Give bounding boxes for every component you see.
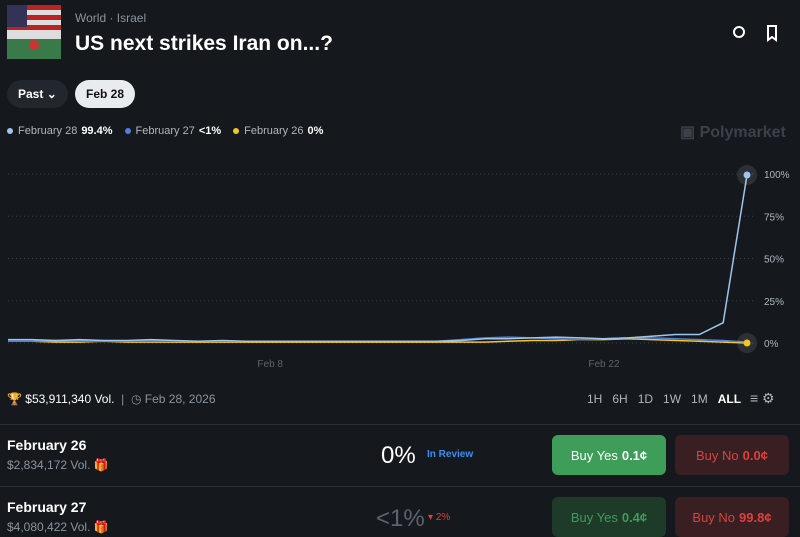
range-tab[interactable]: 1W	[663, 392, 682, 406]
breadcrumb-item[interactable]: World	[75, 11, 107, 25]
brand: ▣ Polymarket	[680, 124, 786, 141]
x-tick-label: Feb 8	[257, 359, 283, 370]
range-tab[interactable]: 6H	[612, 392, 628, 406]
range-tab[interactable]: 1H	[587, 392, 603, 406]
button-label: Buy No	[696, 447, 739, 463]
brand-name: Polymarket	[699, 124, 786, 141]
market-image	[7, 5, 61, 59]
range-tabs: 1H 6H 1D 1W 1M ALL	[587, 392, 741, 406]
header-icons[interactable]	[732, 24, 784, 42]
price: 99.8¢	[739, 509, 772, 525]
legend-dot	[233, 128, 240, 134]
end-marker	[743, 339, 751, 347]
row-name[interactable]: February 26	[7, 437, 87, 453]
y-tick-label: 0%	[764, 339, 779, 350]
legend-dot	[124, 128, 131, 134]
series-line	[8, 174, 748, 343]
legend-item: February 28 99.4%	[7, 125, 113, 137]
button-label: Buy No	[692, 509, 736, 525]
row-volume: $4,080,422 Vol.	[7, 520, 91, 534]
breadcrumb: World · Israel	[75, 11, 147, 25]
row-change: 2%	[435, 512, 451, 523]
settings-icons[interactable]: ≡ ⚙	[750, 390, 775, 406]
range-tab[interactable]: ALL	[717, 392, 742, 406]
volume: $53,911,340 Vol.	[25, 392, 115, 406]
breadcrumb-item[interactable]: Israel	[116, 11, 147, 25]
range-tab[interactable]: 1M	[691, 392, 708, 406]
divider	[0, 486, 800, 487]
legend-label: February 28	[18, 125, 78, 137]
range-tab[interactable]: 1D	[637, 392, 654, 406]
y-tick-label: 75%	[764, 212, 784, 223]
price: 0.4¢	[621, 509, 648, 525]
legend: February 28 99.4% February 27 <1% February 2…	[7, 125, 323, 137]
end-marker	[743, 171, 751, 179]
y-tick-label: 25%	[764, 297, 784, 308]
legend-value: <1%	[198, 125, 222, 137]
row-volume: $2,834,172 Vol.	[7, 458, 91, 472]
buy-yes[interactable]: Buy Yes 0.1¢	[552, 435, 666, 475]
end-date: Feb 28, 2026	[144, 392, 216, 406]
legend-dot	[7, 128, 13, 134]
buy-no[interactable]: Buy No 99.8¢	[675, 497, 789, 537]
legend-value: 0%	[307, 125, 324, 137]
row-name[interactable]: February 27	[7, 499, 87, 515]
legend-label: February 27	[135, 125, 195, 137]
row-status: In Review	[427, 449, 474, 460]
filter-past[interactable]: Past ⌄	[7, 80, 68, 108]
price: 0.1¢	[621, 447, 648, 463]
filter-date[interactable]: Feb 28	[75, 80, 136, 108]
legend-item: February 26 0%	[233, 125, 323, 137]
y-tick-label: 100%	[764, 170, 790, 181]
series-line	[8, 338, 748, 344]
divider	[0, 424, 800, 425]
button-label: Buy Yes	[570, 447, 618, 463]
chart: 0% 25% 50% 75% 100% Feb 8 Feb 22	[8, 165, 790, 370]
buy-no[interactable]: Buy No 0.0¢	[675, 435, 789, 475]
row-chance: 0%	[381, 442, 416, 469]
legend-item: February 27 <1%	[124, 125, 222, 137]
row-chance: <1%	[376, 505, 425, 532]
y-tick-label: 50%	[764, 255, 784, 266]
x-tick-label: Feb 22	[588, 359, 620, 370]
filter-label: Past	[18, 87, 44, 101]
legend-value: 99.4%	[81, 125, 113, 137]
button-label: Buy Yes	[570, 509, 618, 525]
legend-label: February 26	[244, 125, 304, 137]
title: US next strikes Iran on...?	[75, 32, 333, 55]
price: 0.0¢	[742, 447, 768, 463]
stats: 🏆 $53,911,340 Vol. | ◷ Feb 28, 2026	[7, 392, 216, 406]
buy-yes[interactable]: Buy Yes 0.4¢	[552, 497, 666, 537]
